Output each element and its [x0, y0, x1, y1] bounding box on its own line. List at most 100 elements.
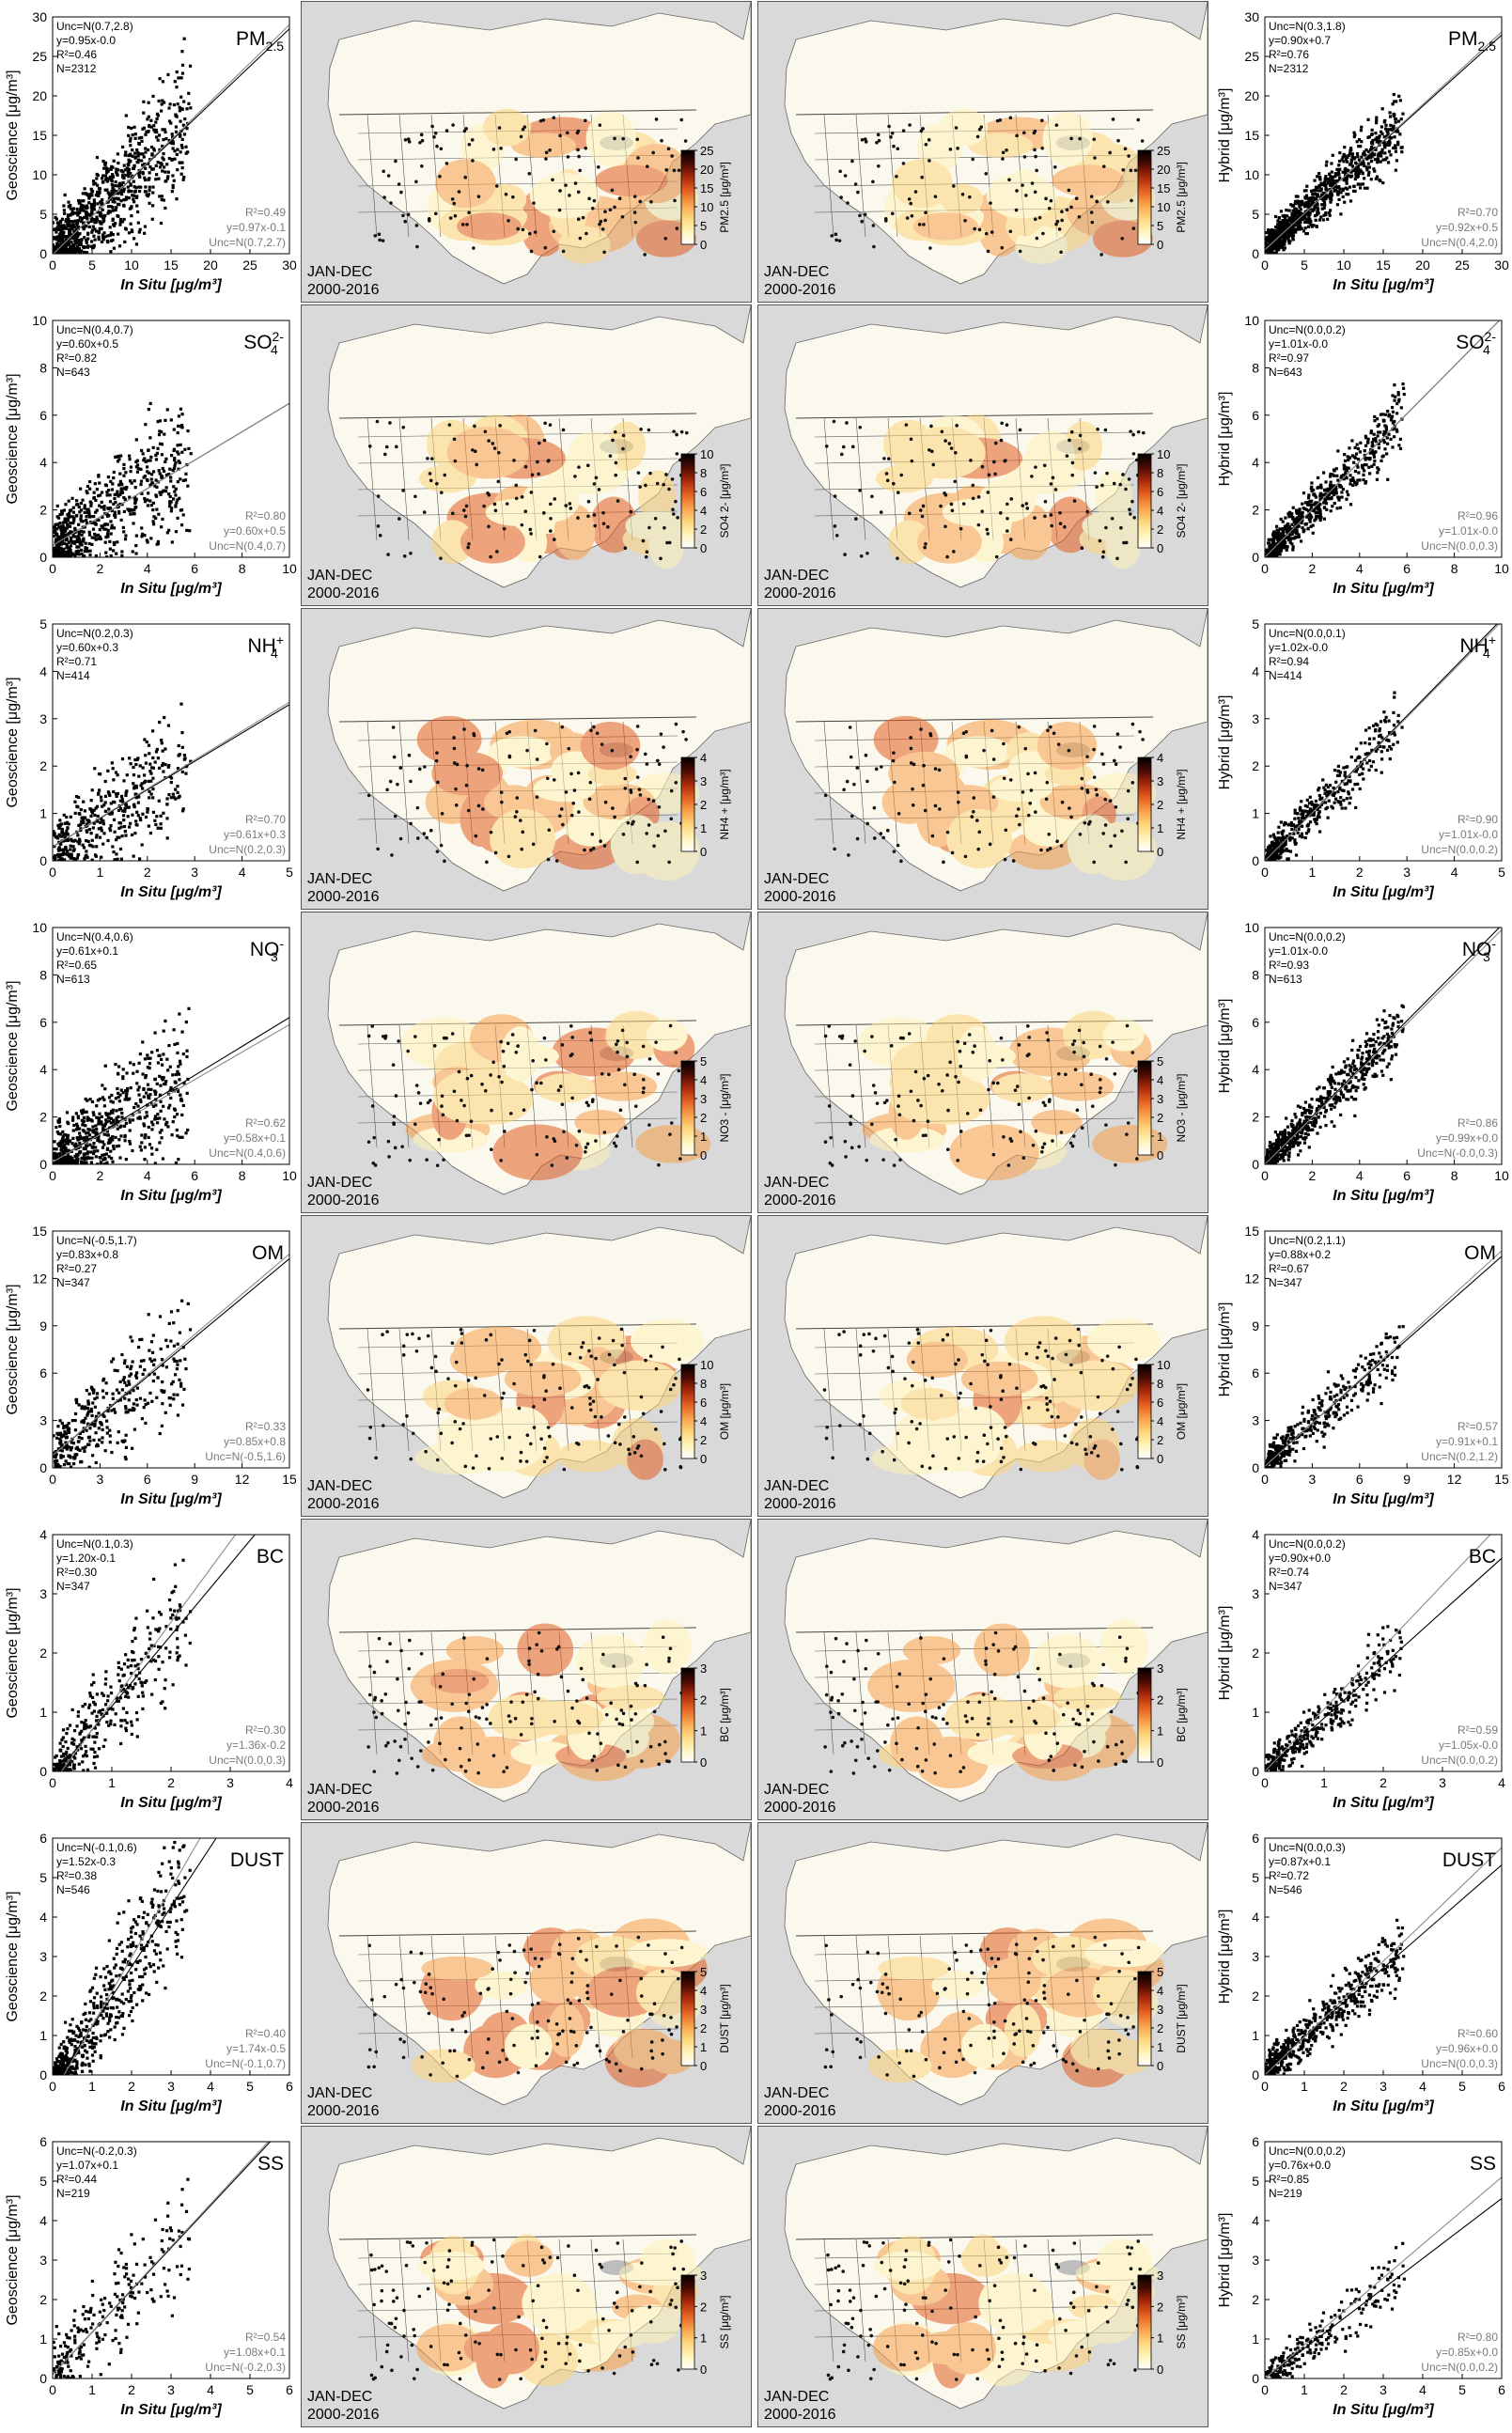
station-dot [902, 162, 906, 165]
station-dot [1023, 155, 1027, 159]
data-point [1393, 93, 1395, 96]
data-point [171, 133, 174, 135]
data-point [162, 138, 164, 141]
station-dot [1088, 820, 1092, 824]
x-tick-label: 2 [144, 865, 151, 880]
concentration-patch [625, 511, 685, 541]
data-point [69, 224, 71, 226]
data-point [55, 551, 57, 554]
data-point [163, 165, 165, 168]
concentration-patch [888, 752, 959, 796]
station-dot [830, 234, 834, 238]
data-point [1371, 129, 1374, 132]
station-dot [522, 228, 525, 232]
station-dot [522, 125, 526, 129]
data-point [1375, 119, 1378, 122]
station-dot [418, 141, 422, 145]
data-point [181, 746, 184, 749]
concentration-patch [460, 521, 525, 564]
data-point [140, 480, 143, 483]
data-point [1385, 427, 1388, 429]
station-dot [453, 437, 457, 441]
station-dot [989, 843, 992, 847]
data-point [1324, 175, 1327, 178]
data-point [1360, 140, 1363, 143]
station-dot [1096, 793, 1099, 797]
data-point [1388, 150, 1391, 153]
data-point [120, 169, 123, 172]
data-point [137, 814, 140, 817]
station-dot [602, 250, 606, 254]
data-point [63, 553, 66, 555]
data-point [164, 747, 166, 750]
data-point [95, 522, 98, 525]
data-point [149, 792, 152, 795]
data-point [160, 525, 163, 528]
data-point [134, 486, 137, 489]
data-point [1386, 443, 1389, 445]
station-dot [1093, 725, 1097, 728]
station-dot [1120, 237, 1124, 241]
station-dot [560, 807, 564, 811]
data-point [148, 186, 151, 189]
station-dot [458, 190, 461, 194]
station-dot [548, 148, 552, 152]
station-dot [989, 201, 992, 205]
data-point [98, 238, 101, 241]
data-point [122, 779, 125, 782]
data-point [137, 802, 140, 804]
station-dot [824, 794, 828, 798]
y-tick-label: 25 [1244, 49, 1259, 64]
station-dot [656, 482, 660, 486]
data-point [1310, 196, 1313, 199]
data-point [170, 158, 173, 161]
data-point [1375, 178, 1378, 180]
station-dot [398, 766, 402, 770]
station-dot [385, 788, 389, 791]
station-dot [1050, 199, 1053, 203]
concentration-patch [435, 159, 496, 208]
data-point [1395, 412, 1398, 414]
data-point [53, 531, 55, 534]
station-dot [382, 239, 385, 242]
colorbar [681, 757, 694, 851]
data-point [1275, 525, 1278, 528]
data-point [1364, 449, 1366, 452]
y-tick-label: 10 [32, 167, 47, 182]
station-dot [401, 214, 405, 218]
data-point [1383, 447, 1386, 450]
data-point [146, 811, 148, 814]
data-point [1333, 491, 1335, 493]
data-point [184, 772, 187, 775]
y-axis-label: Geoscience [μg/m³] [5, 677, 21, 807]
data-point [1364, 741, 1366, 744]
data-point [1280, 518, 1283, 521]
data-point [120, 554, 123, 557]
data-point [1391, 406, 1394, 409]
station-dot [1104, 429, 1108, 432]
data-point [1359, 186, 1362, 189]
data-point [142, 766, 145, 769]
data-point [105, 491, 108, 493]
data-point [127, 163, 130, 165]
data-point [86, 490, 88, 492]
station-dot [892, 751, 896, 755]
data-point [56, 222, 59, 225]
data-point [1336, 479, 1339, 482]
data-point [75, 499, 78, 502]
y-tick-label: 0 [39, 853, 47, 868]
data-point [172, 485, 175, 488]
data-point [1266, 240, 1269, 242]
station-dot [435, 751, 439, 755]
data-point [117, 197, 120, 200]
data-point [1324, 213, 1327, 216]
data-point [1386, 132, 1389, 134]
station-dot [1001, 157, 1005, 161]
data-point [1319, 215, 1322, 218]
data-point [185, 529, 188, 532]
data-point [162, 152, 164, 155]
data-point [1339, 507, 1342, 509]
station-dot [672, 429, 676, 433]
station-dot [1115, 556, 1119, 560]
data-point [90, 799, 93, 802]
